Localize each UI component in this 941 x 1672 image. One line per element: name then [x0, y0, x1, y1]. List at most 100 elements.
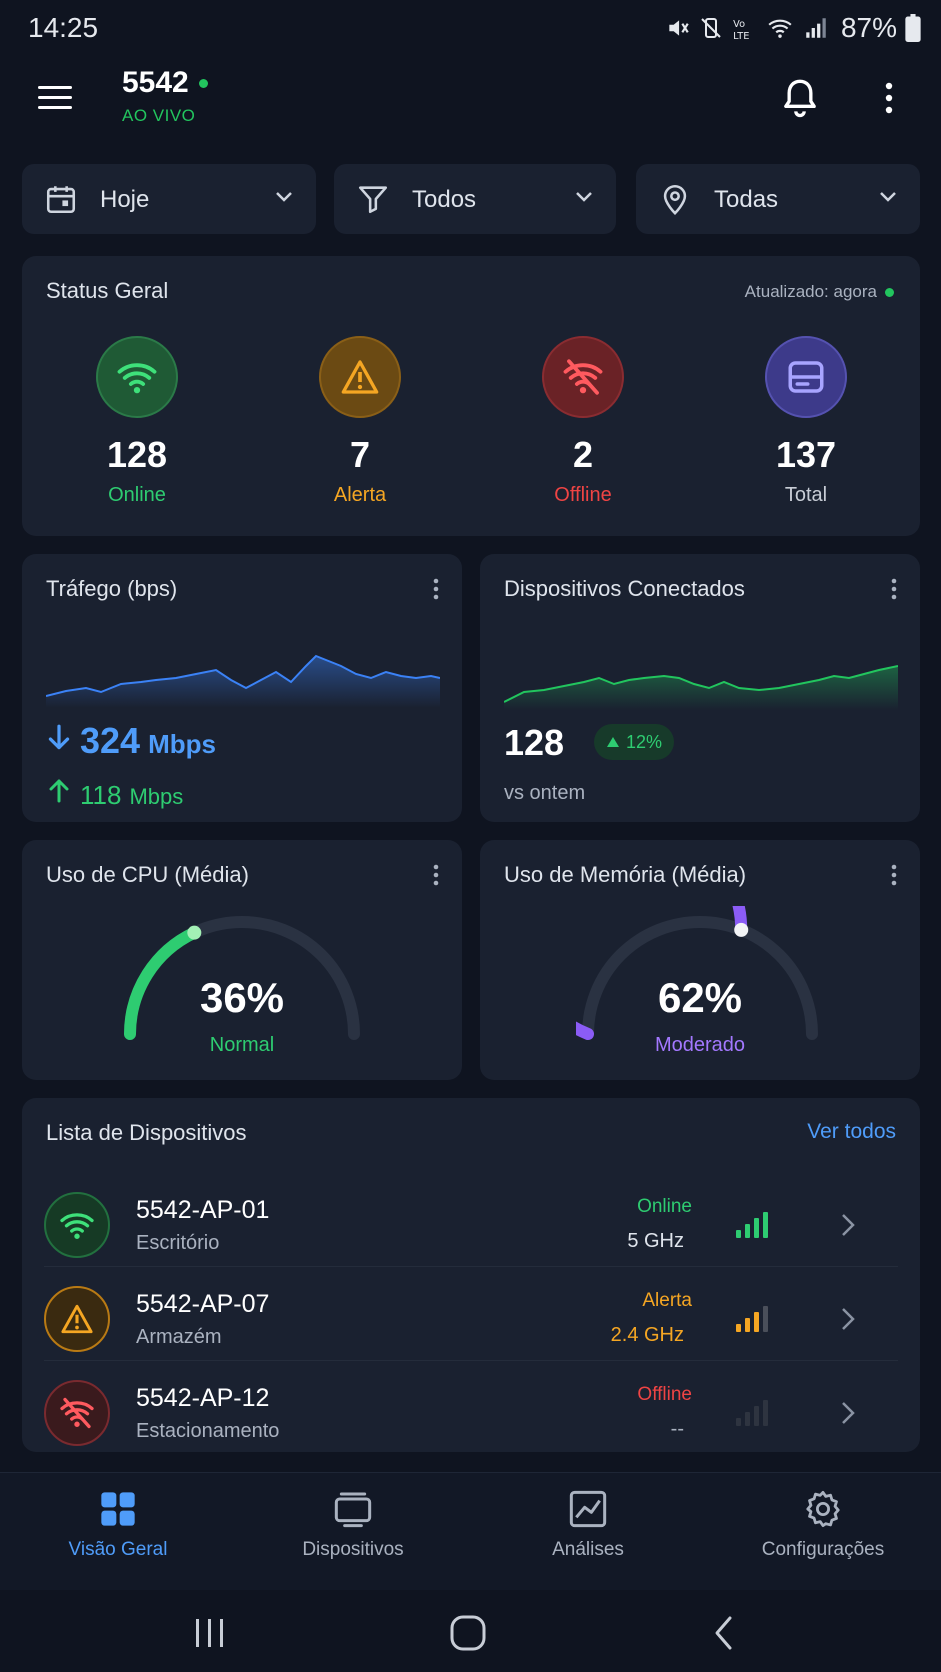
connected-options-button[interactable]: [884, 576, 904, 604]
nav-overview[interactable]: Visão Geral: [18, 1487, 218, 1561]
alert-badge: [319, 336, 401, 418]
back-button[interactable]: [694, 1608, 754, 1658]
memory-options-button[interactable]: [884, 862, 904, 890]
status-time: 14:25: [28, 12, 99, 43]
device-band: 5 GHz: [627, 1230, 684, 1252]
status-bar: 14:25 Vo LTE 87%: [0, 0, 941, 56]
live-indicator-dot: [198, 78, 208, 88]
nav-devices[interactable]: Dispositivos: [253, 1487, 453, 1561]
offline-label: Offline: [554, 484, 612, 506]
offline-count: 2: [572, 434, 594, 475]
kebab-menu-icon: [885, 82, 893, 114]
chevron-down-icon: [276, 192, 292, 202]
nav-analytics[interactable]: Análises: [488, 1487, 688, 1561]
location-pin-icon: [663, 184, 687, 215]
stat-alert[interactable]: 7 Alerta: [280, 336, 440, 507]
wifi-icon: [768, 19, 792, 38]
memory-usage-title: Uso de Memória (Média): [504, 862, 747, 887]
total-count: 137: [775, 434, 837, 475]
cpu-gauge-knob: [187, 925, 202, 940]
recent-apps-button[interactable]: [180, 1608, 240, 1658]
system-navigation: [0, 1590, 941, 1672]
filter-icon: [358, 186, 388, 214]
chevron-down-icon: [576, 192, 592, 202]
see-all-link[interactable]: Ver todos: [807, 1120, 896, 1143]
cpu-usage-card: Uso de CPU (Média) 36% Normal: [22, 840, 462, 1080]
stat-offline[interactable]: 2 Offline: [503, 336, 663, 507]
device-row[interactable]: 5542-AP-12 Estacionamento Offline --: [22, 1368, 920, 1460]
nav-settings[interactable]: Configurações: [723, 1487, 923, 1561]
traffic-title: Tráfego (bps): [46, 576, 178, 601]
nav-settings-label: Configurações: [761, 1539, 885, 1560]
kebab-menu-icon: [433, 578, 439, 600]
connected-sparkline: [504, 665, 898, 710]
signal-strength-icon: [736, 1212, 768, 1238]
device-name: 5542-AP-01: [136, 1196, 270, 1224]
kebab-menu-icon: [433, 864, 439, 886]
memory-gauge-knob: [734, 922, 749, 937]
menu-button[interactable]: [36, 80, 76, 116]
device-name: 5542-AP-07: [136, 1290, 270, 1318]
triangle-up-icon: [607, 737, 619, 747]
chevron-right-icon: [842, 1214, 855, 1236]
traffic-sparkline: [46, 654, 440, 708]
comparison-label: vs ontem: [504, 782, 586, 804]
cpu-gauge-fill: [124, 926, 201, 1040]
kebab-menu-icon: [891, 578, 897, 600]
stat-online[interactable]: 128 Online: [57, 336, 217, 507]
svg-text:LTE: LTE: [733, 31, 749, 41]
device-list-title: Lista de Dispositivos: [46, 1120, 247, 1145]
home-button[interactable]: [438, 1608, 498, 1658]
device-row[interactable]: 5542-AP-01 Escritório Online 5 GHz: [22, 1180, 920, 1272]
notifications-button[interactable]: [780, 76, 820, 120]
device-status: Offline: [637, 1384, 692, 1405]
bottom-navigation: Visão Geral Dispositivos Análises Config…: [0, 1472, 941, 1590]
svg-text:Vo: Vo: [733, 19, 745, 30]
type-filter-dropdown[interactable]: Todos: [334, 164, 616, 234]
connected-count: 128: [504, 722, 565, 763]
status-overview-title: Status Geral: [46, 278, 169, 303]
offline-badge: [542, 336, 624, 418]
back-icon: [715, 1616, 732, 1650]
page-title: 5542: [122, 66, 208, 100]
status-overview-card: Status Geral Atualizado: agora 128 Onlin…: [22, 256, 920, 536]
device-status: Online: [637, 1196, 692, 1217]
wifi-off-icon: [563, 359, 603, 395]
last-updated-text: Atualizado: agora: [744, 282, 877, 301]
device-location: Estacionamento: [136, 1420, 280, 1442]
arrow-down-icon: [48, 724, 70, 750]
updated-dot: [885, 287, 894, 297]
warning-icon: [341, 360, 379, 394]
device-name: 5542-AP-12: [136, 1384, 270, 1412]
wifi-icon: [117, 363, 157, 394]
location-filter-dropdown[interactable]: Todas: [636, 164, 920, 234]
battery-icon: [905, 14, 921, 42]
more-options-button[interactable]: [874, 78, 904, 118]
stat-total[interactable]: 137 Total: [726, 336, 886, 507]
alert-label: Alerta: [333, 484, 387, 506]
cpu-usage-title: Uso de CPU (Média): [46, 862, 249, 887]
traffic-card: Tráfego (bps) 324 Mbps 118 Mbps: [22, 554, 462, 822]
upload-unit: Mbps: [129, 784, 184, 809]
device-status-icon: [44, 1192, 110, 1258]
last-updated: Atualizado: agora: [745, 282, 894, 302]
device-location: Escritório: [136, 1232, 220, 1254]
bell-icon: [784, 79, 816, 118]
mute-icon: [669, 20, 689, 36]
memory-status: Moderado: [654, 1034, 746, 1056]
warning-icon: [61, 1304, 93, 1334]
grid-icon: [101, 1492, 135, 1526]
calendar-icon: [46, 186, 76, 214]
device-list-card: Lista de Dispositivos Ver todos 5542-AP-…: [22, 1098, 920, 1452]
signal-strength-icon: [736, 1306, 768, 1332]
live-label: AO VIVO: [122, 106, 196, 125]
cpu-options-button[interactable]: [426, 862, 446, 890]
date-filter-dropdown[interactable]: Hoje: [22, 164, 316, 234]
cpu-gauge: [124, 916, 360, 1040]
row-divider: [44, 1266, 898, 1267]
device-row[interactable]: 5542-AP-07 Armazém Alerta 2.4 GHz: [22, 1274, 920, 1366]
memory-gauge: [576, 906, 818, 1040]
traffic-options-button[interactable]: [426, 576, 446, 604]
analytics-icon: [569, 1490, 607, 1528]
